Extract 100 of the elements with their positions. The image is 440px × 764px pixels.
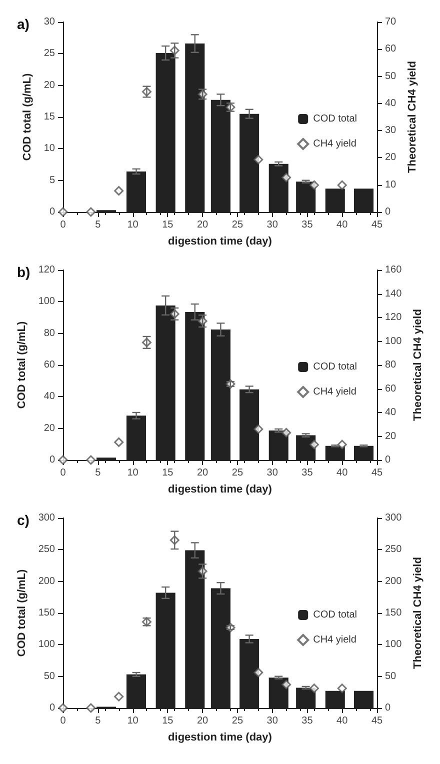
legend-label: COD total [313, 362, 358, 372]
point [86, 207, 96, 217]
y-tick-label: 250 [38, 544, 56, 556]
x-tick-label: 10 [127, 220, 139, 230]
y-tick-label: 25 [44, 48, 56, 60]
y2-axis-title: Theoretical CH4 yield [412, 557, 424, 669]
y-tick-label: 300 [38, 512, 56, 524]
x-tick-label: 15 [162, 220, 174, 230]
y2-tick-label: 70 [385, 16, 397, 28]
x-tick-label: 0 [60, 468, 66, 478]
point [86, 703, 96, 713]
y2-tick-label: 20 [385, 430, 397, 442]
point [309, 440, 319, 450]
y-tick-label: 30 [44, 16, 56, 28]
x-tick-label: 15 [162, 468, 174, 478]
y2-axis-title: Theoretical CH4 yield [406, 61, 419, 173]
x-tick-label: 20 [196, 220, 209, 230]
y-tick-label: 15 [44, 112, 56, 122]
y2-tick-label: 0 [385, 702, 391, 714]
y-tick-label: 100 [38, 639, 56, 650]
x-axis-title: digestion time (day) [168, 732, 272, 744]
x-tick-label: 20 [196, 716, 209, 726]
y-tick-label: 60 [44, 360, 56, 370]
y-tick-label: 0 [49, 702, 56, 714]
x-tick-label: 40 [336, 468, 348, 478]
y2-tick-label: 80 [385, 360, 397, 370]
point [114, 186, 124, 196]
y2-tick-label: 200 [385, 576, 402, 587]
x-tick-label: 10 [127, 716, 139, 726]
x-tick-label: 0 [60, 716, 66, 726]
point [114, 692, 124, 702]
y2-tick-label: 50 [385, 670, 397, 682]
point [254, 668, 264, 678]
point [86, 455, 96, 465]
legend-label: CH4 yield [313, 634, 356, 646]
y-tick-label: 40 [44, 391, 56, 402]
point [114, 437, 124, 447]
y-tick-label: 100 [38, 296, 56, 308]
y2-axis-title: Theoretical CH4 yield [412, 309, 424, 421]
y2-tick-label: 140 [385, 288, 402, 300]
point [282, 172, 292, 182]
y-axis-title: COD total (g/mL) [21, 72, 34, 161]
point [282, 680, 292, 690]
point [282, 428, 292, 438]
y-tick-label: 20 [44, 80, 56, 91]
y2-tick-label: 60 [385, 44, 397, 55]
chart-title: c) [17, 512, 30, 528]
x-tick-label: 40 [336, 220, 348, 230]
x-tick-label: 25 [232, 716, 244, 726]
legend-label: COD total [313, 610, 358, 620]
point [254, 154, 264, 164]
x-tick-label: 25 [232, 468, 244, 478]
x-axis-title: digestion time (day) [168, 236, 272, 248]
point [254, 424, 264, 434]
x-tick-label: 35 [302, 468, 314, 478]
x-tick-label: 0 [60, 220, 66, 230]
y2-tick-label: 30 [385, 125, 397, 136]
x-tick-label: 45 [371, 468, 383, 478]
x-tick-label: 5 [95, 468, 102, 478]
y2-tick-label: 40 [385, 98, 397, 109]
x-tick-label: 35 [302, 716, 314, 726]
y-tick-label: 10 [44, 143, 56, 154]
x-tick-label: 20 [196, 468, 209, 478]
x-tick-label: 40 [336, 716, 348, 726]
legend-label: CH4 yield [313, 138, 356, 150]
y2-tick-label: 0 [385, 206, 391, 218]
y2-tick-label: 120 [385, 312, 402, 323]
chart-title: a) [17, 16, 30, 32]
y-tick-label: 150 [38, 608, 56, 618]
y2-tick-label: 100 [385, 336, 402, 347]
y-tick-label: 80 [44, 328, 56, 339]
x-tick-label: 5 [95, 220, 102, 230]
y-axis-title: COD total (g/mL) [16, 320, 28, 409]
y2-tick-label: 160 [385, 264, 402, 276]
y-tick-label: 5 [49, 174, 56, 186]
y2-tick-label: 0 [385, 454, 391, 466]
x-axis-title: digestion time (day) [168, 484, 272, 496]
x-tick-label: 45 [371, 220, 383, 230]
chart-title: b) [17, 264, 30, 280]
y2-tick-label: 10 [385, 179, 397, 190]
x-tick-label: 30 [266, 220, 278, 230]
y-tick-label: 0 [49, 206, 56, 218]
x-tick-label: 45 [371, 716, 383, 726]
y2-tick-label: 150 [385, 608, 402, 618]
y2-tick-label: 20 [385, 152, 397, 164]
y-tick-label: 120 [38, 264, 56, 276]
legend-label: COD total [313, 114, 358, 124]
y-tick-label: 200 [38, 576, 56, 587]
y-axis-title: COD total (g/mL) [16, 568, 28, 657]
x-tick-label: 5 [95, 716, 102, 726]
y2-tick-label: 300 [385, 512, 402, 524]
point [309, 684, 319, 694]
point [337, 440, 347, 450]
y-tick-label: 0 [49, 454, 56, 466]
x-tick-label: 30 [266, 468, 278, 478]
x-tick-label: 35 [302, 220, 314, 230]
y2-tick-label: 40 [385, 407, 397, 418]
y-tick-label: 50 [44, 670, 56, 682]
x-tick-label: 25 [232, 220, 244, 230]
x-tick-label: 15 [162, 716, 174, 726]
